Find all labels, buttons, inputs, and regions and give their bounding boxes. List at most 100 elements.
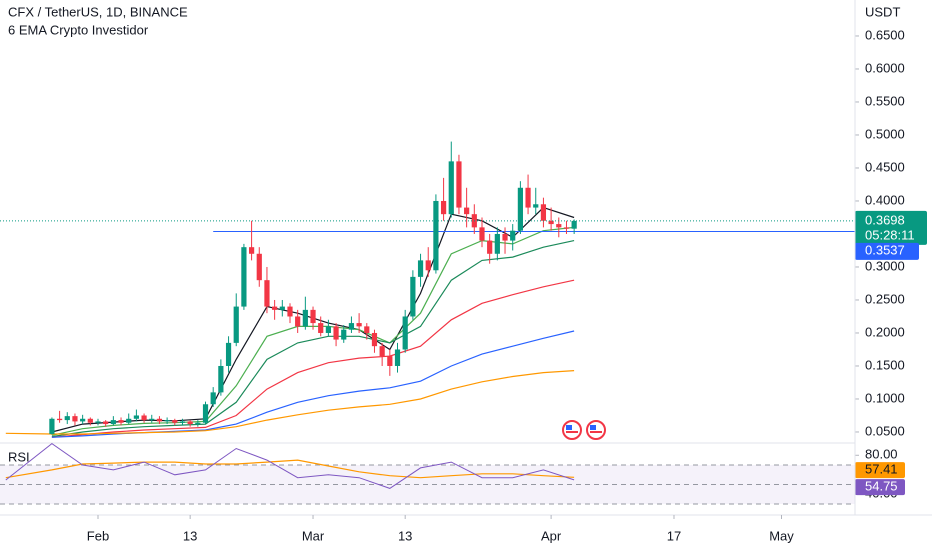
indicator-title: 6 EMA Crypto Investidor [8,22,149,37]
y-tick-label: 0.6000 [865,60,905,75]
candle-body [333,326,339,340]
candle-body [556,224,562,228]
chart-title: CFX / TetherUS, 1D, BINANCE [8,4,188,19]
candle-body [410,276,416,317]
candle-body [479,227,485,241]
candle-body [287,306,293,317]
ema-line [5,370,575,435]
x-tick-label: May [769,528,794,543]
candle-body [310,309,316,324]
y-tick-label: 0.4000 [865,192,905,207]
y-tick-label: 0.6500 [865,27,905,42]
candle-body [387,356,393,366]
flag-icons [562,420,606,440]
rsi-y-tick-label: 80.00 [865,447,898,462]
candle-body [540,204,547,221]
x-tick-label: 13 [183,528,197,543]
last-price-box [855,210,927,245]
candle-body [172,420,178,423]
candle-body [156,418,163,422]
candle-body [402,316,408,350]
candle-body [364,326,370,333]
candle-body [225,342,232,366]
x-tick-label: 17 [667,528,681,543]
rsi-line [5,442,575,489]
y-tick-label: 0.5500 [865,93,905,108]
flag-part [590,425,596,430]
candle-body [425,260,431,271]
candle-body [348,323,355,330]
rsi-ma-line [5,459,575,479]
candle-body [379,346,385,357]
candle-body [179,421,186,423]
candle-body [433,200,439,271]
candle-body [563,227,570,229]
candle-body [202,404,209,423]
candle-body [118,420,124,423]
y-tick-label: 0.1000 [865,390,905,405]
candle-body [341,329,347,340]
candle-body [394,349,401,366]
candle-body [248,247,255,254]
level-box [855,242,919,260]
candle-body [126,418,132,423]
rsi-title: RSI [8,449,30,464]
candle-body [133,415,139,419]
level-label: 0.3537 [865,242,905,257]
candle-body [456,161,462,208]
y-tick-label: 0.3000 [865,258,905,273]
candle-body [256,253,262,281]
candle-body [195,422,201,425]
candle-body [517,187,523,231]
candle-body [510,230,516,241]
candle-body [110,420,116,425]
candle-body [141,415,147,421]
rsi-label: 54.75 [865,479,898,494]
candle-body [49,418,55,434]
rsi-ma-label: 57.41 [865,462,898,477]
ema-line [51,240,575,438]
flag-part [566,425,572,430]
candle-body [487,240,493,254]
candle-body [440,200,447,215]
candle-body [241,247,247,307]
candle-body [302,309,308,327]
candle-body [279,306,285,310]
candle-body [164,420,170,422]
candle-body [494,233,500,254]
y-tick-label: 0.1500 [865,357,905,372]
y-tick-label: 0.2000 [865,324,905,339]
candle-body [187,421,193,425]
candle-body [295,316,301,327]
candle-body [103,421,109,425]
x-tick-label: Mar [302,528,325,543]
candle-body [525,187,531,208]
candle-body [318,323,324,333]
candle-body [56,418,63,421]
candle-body [218,365,224,393]
candle-body [149,418,155,421]
candle-body [233,306,239,343]
y-tick-label: 0.4500 [865,159,905,174]
candle-body [533,204,539,208]
y-tick-label: 0.5000 [865,126,905,141]
rsi-ma-box [855,462,905,479]
x-tick-label: Feb [87,528,109,543]
countdown: 05:28:11 [865,227,915,242]
candle-body [417,260,424,277]
candle-body [502,233,508,241]
candle-body [371,332,378,347]
ema-line [51,279,575,438]
candle-body [264,280,270,307]
y-tick-label: 0.0500 [865,423,905,438]
candle-body [95,421,101,423]
rsi-box [855,479,905,496]
y-tick-label: 0.2500 [865,291,905,306]
candle-body [210,392,216,405]
last-price-label: 0.3698 [865,212,905,227]
candle-body [87,418,93,423]
candle-body [64,416,70,421]
candle-body [272,306,278,310]
